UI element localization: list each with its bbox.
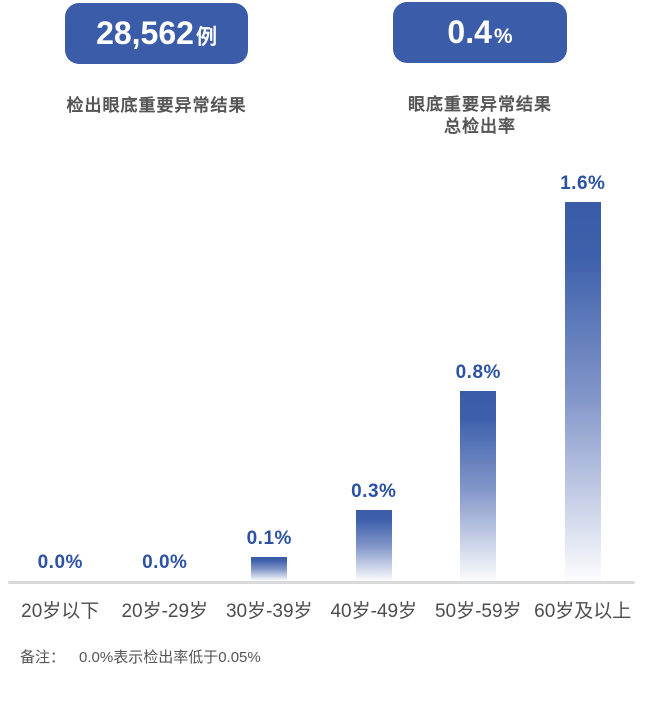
detected-count-badge: 28,562 例: [65, 3, 248, 64]
x-axis-label: 40岁-49岁: [330, 601, 418, 622]
detection-rate-badge: 0.4%: [393, 2, 567, 63]
bar-group: 0.8%: [426, 165, 531, 581]
x-axis-line: [8, 581, 635, 584]
bar: [564, 202, 601, 581]
footnote: 备注： 0.0%表示检出率低于0.05%: [20, 646, 261, 667]
bar-plot: 0.0% 0.0% 0.1% 0.3% 0.8% 1.6%: [8, 165, 635, 581]
x-axis-labels: 20岁以下 20岁-29岁 30岁-39岁 40岁-49岁 50岁-59岁 60岁及以上: [8, 596, 635, 623]
bar-group: 1.6%: [531, 165, 636, 581]
detection-rate-value: 0.4: [447, 14, 492, 50]
bar-group: 0.0%: [113, 165, 218, 581]
bar-value-label: 0.0%: [37, 552, 83, 573]
bar: [251, 557, 288, 581]
x-axis-label: 20岁以下: [21, 601, 100, 622]
footnote-text: 0.0%表示检出率低于0.05%: [79, 649, 261, 666]
detected-count-unit: 例: [195, 26, 217, 49]
x-axis-label: 30岁-39岁: [225, 601, 313, 622]
bar-value-label: 0.1%: [246, 528, 292, 549]
detection-rate-unit: %: [493, 25, 513, 48]
bar-value-label: 0.8%: [455, 362, 501, 383]
bar: [460, 391, 497, 581]
bar-group: 0.0%: [8, 165, 113, 581]
stat-detected-count: 28,562 例 检出眼底重要异常结果: [65, 3, 248, 117]
x-axis-label: 60岁及以上: [534, 601, 632, 622]
bar-group: 0.3%: [322, 165, 427, 581]
bar-value-label: 0.3%: [351, 481, 397, 502]
detected-count-caption: 检出眼底重要异常结果: [66, 96, 247, 115]
detection-rate-caption: 眼底重要异常结果 总检出率: [408, 95, 552, 137]
x-axis-label: 50岁-59岁: [434, 601, 522, 622]
bar: [355, 510, 392, 581]
x-axis-label: 20岁-29岁: [121, 601, 209, 622]
bar-value-label: 0.0%: [142, 552, 188, 573]
stat-detection-rate: 0.4% 眼底重要异常结果 总检出率: [393, 2, 567, 138]
footnote-prefix: 备注：: [20, 649, 66, 666]
bar-group: 0.1%: [217, 165, 322, 581]
detected-count-value: 28,562: [96, 15, 194, 51]
bar-value-label: 1.6%: [560, 173, 606, 194]
